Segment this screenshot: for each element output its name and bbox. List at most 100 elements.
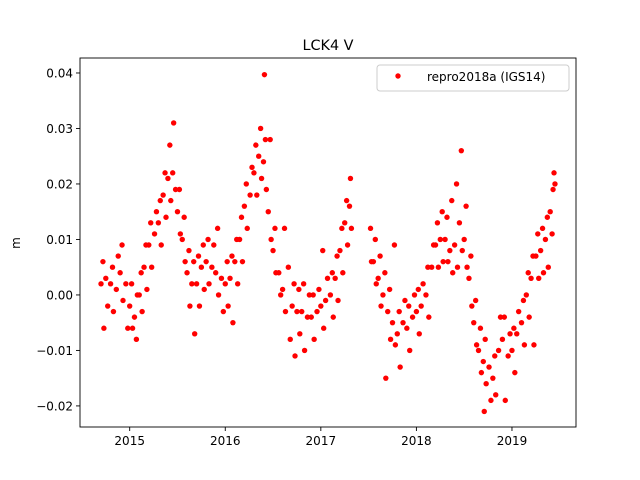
data-point [261,71,268,78]
data-point [262,136,269,143]
data-point [136,292,142,298]
data-point [141,264,147,270]
data-point [342,220,348,226]
data-point [247,192,253,198]
data-point [492,353,498,359]
data-point [203,258,209,265]
data-point [201,286,207,293]
data-point [186,247,192,254]
data-point [165,175,171,182]
data-point [426,314,432,320]
data-point [251,170,257,176]
data-point [113,286,120,293]
data-point [200,242,206,248]
data-point [215,292,222,298]
data-point [458,147,465,154]
data-point [475,347,482,354]
data-point [182,258,188,265]
data-point [128,281,135,287]
data-point [277,292,284,298]
data-point [439,209,445,215]
data-point [551,170,557,176]
data-point [539,225,546,232]
data-point [162,170,168,176]
data-point [501,314,508,320]
data-point [394,331,400,337]
data-point [253,142,259,148]
data-point [402,297,408,304]
data-point [535,231,541,237]
chart-title: LCK4 V [302,38,353,54]
data-point [163,214,169,220]
data-point [195,253,202,259]
data-point [98,281,104,287]
data-point [483,381,489,387]
data-point [230,319,236,326]
data-point [432,242,439,248]
data-point [310,292,316,298]
data-point [285,264,292,270]
data-point [514,331,520,337]
data-point [224,258,230,265]
data-point [155,220,162,226]
data-point [440,258,446,265]
data-point [502,397,508,404]
data-point [243,181,249,187]
data-point [146,242,152,248]
data-point [346,203,353,209]
data-point [456,220,463,226]
data-point [279,286,286,293]
data-point [383,375,389,381]
data-point [370,258,377,265]
data-point [425,264,431,270]
data-point [334,253,340,259]
data-point [340,270,346,276]
data-point [423,292,429,298]
data-point [495,347,502,354]
y-tick-label: 0.02 [46,177,73,191]
data-point [416,331,422,337]
data-point [115,253,121,259]
data-point [308,314,314,320]
data-point [244,225,250,232]
data-point [268,236,274,243]
data-point [380,292,386,298]
data-point [444,214,450,220]
data-point [306,292,313,298]
data-point [174,209,181,215]
data-point [459,247,465,254]
data-point [131,314,138,320]
data-point [213,270,219,276]
data-point [343,197,350,204]
data-point [435,264,442,270]
data-point [299,308,305,315]
data-point [515,308,522,315]
data-point [148,264,155,270]
data-point [184,270,190,276]
data-point [316,286,322,293]
data-point [392,342,399,348]
data-point [157,197,163,204]
data-point [189,281,195,287]
data-point [187,303,193,309]
data-point [447,247,453,254]
data-point [109,264,116,270]
data-point [477,325,484,331]
data-point [549,231,555,237]
data-point [523,292,530,298]
data-point [420,281,426,287]
data-point [126,303,133,309]
data-point [386,286,393,293]
data-point [466,275,472,281]
data-point [196,303,203,309]
data-point [129,325,136,331]
data-point [481,408,487,415]
data-point [454,264,461,270]
data-point [335,297,341,304]
data-point [133,336,140,343]
data-point [314,308,320,315]
data-point [437,236,443,243]
data-point [507,331,513,337]
data-point [545,264,551,270]
data-point [232,258,238,265]
